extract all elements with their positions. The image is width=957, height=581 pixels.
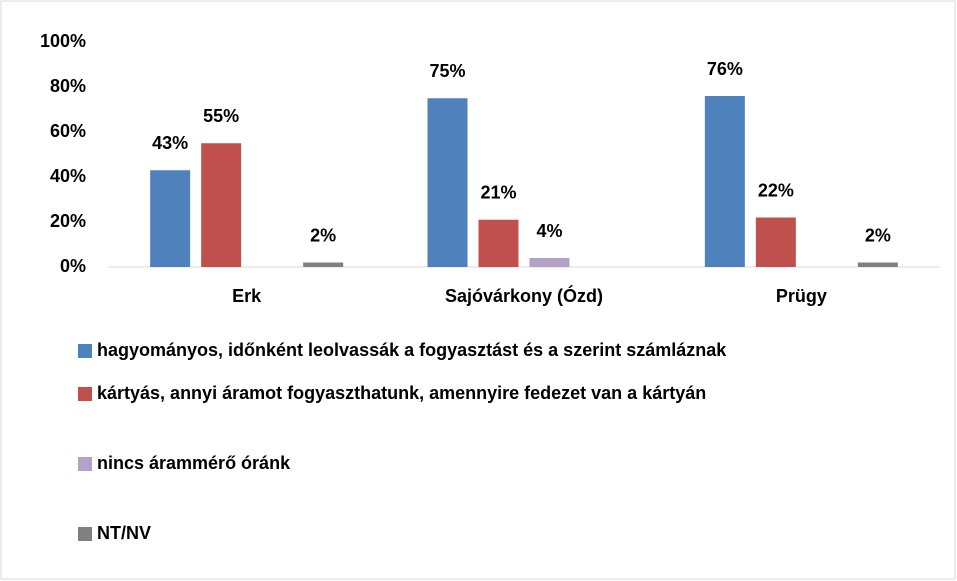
y-tick-label: 80% bbox=[50, 76, 86, 96]
legend-entry: hagyományos, időnként leolvassák a fogya… bbox=[78, 338, 817, 363]
y-tick-label: 60% bbox=[50, 121, 86, 141]
bar bbox=[201, 143, 242, 267]
legend-swatch bbox=[78, 344, 92, 358]
bar bbox=[150, 170, 191, 267]
legend: hagyományos, időnként leolvassák a fogya… bbox=[78, 338, 918, 546]
data-label: 2% bbox=[865, 225, 891, 245]
y-tick-label: 40% bbox=[50, 166, 86, 186]
y-tick-label: 20% bbox=[50, 211, 86, 231]
y-tick-label: 100% bbox=[40, 31, 86, 51]
legend-label: NT/NV bbox=[97, 523, 151, 543]
bar bbox=[529, 258, 570, 267]
data-label: 4% bbox=[536, 221, 562, 241]
data-label: 21% bbox=[480, 183, 516, 203]
legend-label: hagyományos, időnként leolvassák a fogya… bbox=[97, 340, 727, 360]
legend-swatch bbox=[78, 457, 92, 471]
data-label: 22% bbox=[758, 180, 794, 200]
data-label: 55% bbox=[203, 106, 239, 126]
legend-label: nincs árammérő óránk bbox=[97, 453, 291, 473]
bar bbox=[303, 262, 344, 267]
bar bbox=[704, 96, 745, 267]
x-tick-label: Erk bbox=[232, 286, 262, 306]
bar bbox=[857, 262, 898, 267]
data-label: 43% bbox=[152, 133, 188, 153]
legend-label: kártyás, annyi áramot fogyaszthatunk, am… bbox=[97, 383, 707, 403]
legend-swatch bbox=[78, 527, 92, 541]
x-tick-label: Prügy bbox=[776, 286, 827, 306]
legend-swatch bbox=[78, 387, 92, 401]
data-label: 75% bbox=[429, 61, 465, 81]
bar bbox=[755, 217, 796, 267]
data-label: 76% bbox=[707, 59, 743, 79]
bar bbox=[478, 219, 519, 267]
legend-entry: nincs árammérő óránk bbox=[78, 451, 817, 476]
legend-entry: NT/NV bbox=[78, 521, 817, 546]
legend-entry: kártyás, annyi áramot fogyaszthatunk, am… bbox=[78, 381, 817, 406]
y-tick-label: 0% bbox=[60, 256, 86, 276]
data-label: 2% bbox=[310, 225, 336, 245]
bar bbox=[427, 98, 468, 267]
x-tick-label: Sajóvárkony (Ózd) bbox=[445, 285, 603, 306]
